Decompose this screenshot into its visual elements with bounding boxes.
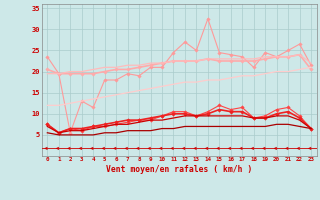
X-axis label: Vent moyen/en rafales ( km/h ): Vent moyen/en rafales ( km/h ) (106, 165, 252, 174)
